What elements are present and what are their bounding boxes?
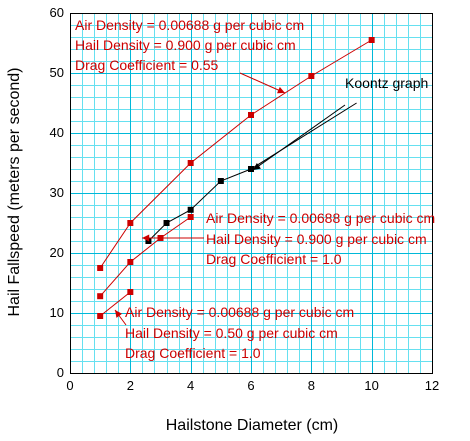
- series-a-point: [187, 160, 194, 166]
- x-tick-label: 4: [187, 378, 194, 393]
- plot-frame: [70, 13, 433, 374]
- y-tick-label: 20: [50, 245, 64, 260]
- x-tick-label: 8: [308, 378, 315, 393]
- series-koontz-point: [163, 220, 170, 226]
- arrow-koontz-head: [253, 163, 261, 170]
- series-a-point: [127, 220, 134, 226]
- series-a-line: [99, 39, 372, 269]
- x-tick-label: 2: [127, 378, 134, 393]
- annotation-arrows: [114, 72, 346, 326]
- series-koontz-point: [248, 166, 254, 172]
- annotation-c-line-3: Drag Coefficient = 1.0: [125, 345, 261, 361]
- x-tick-label: 0: [66, 378, 73, 393]
- y-tick-label: 40: [50, 125, 64, 140]
- arrow-koontz-line: [252, 104, 346, 171]
- x-tick-label: 12: [425, 378, 439, 393]
- annotation-c-line-1: Air Density = 0.00688 g per cubic cm: [125, 304, 354, 320]
- series-a-point: [248, 112, 254, 118]
- series-c-point: [97, 313, 104, 319]
- y-tick-label: 30: [50, 185, 64, 200]
- y-tick-label: 10: [50, 305, 64, 320]
- x-tick-label: 10: [364, 378, 378, 393]
- annotation-a-line-2: Hail Density = 0.900 g per cubic cm: [75, 37, 296, 53]
- arrow-c-head: [115, 310, 123, 318]
- series-a-point: [368, 37, 375, 43]
- series-b-line: [99, 216, 191, 297]
- y-tick-label: 0: [57, 365, 64, 380]
- series-koontz-point: [217, 178, 224, 184]
- x-tick-label: 6: [247, 378, 254, 393]
- series-c-line: [99, 291, 131, 317]
- arrow-a-head: [277, 86, 285, 94]
- arrow-a-line: [239, 72, 286, 94]
- series-b-point: [127, 259, 134, 265]
- series-a-point: [308, 73, 315, 79]
- koontz-label: Koontz graph: [345, 75, 428, 91]
- series-layer: [97, 37, 375, 319]
- y-tick-labels: 0 10 20 30 40 50 60: [50, 5, 64, 380]
- annotation-a-line-1: Air Density = 0.00688 g per cubic cm: [75, 17, 304, 33]
- series-c-point: [127, 289, 134, 295]
- series-koontz-line: [148, 102, 357, 242]
- x-axis-label: Hailstone Diameter (cm): [166, 417, 338, 434]
- annotation-b-line-2: Hail Density = 0.900 g per cubic cm: [206, 231, 427, 247]
- series-a-point: [97, 265, 104, 271]
- annotation-c-line-2: Hail Density = 0.50 g per cubic cm: [125, 325, 338, 341]
- x-tick-labels: 0 2 4 6 8 10 12: [66, 378, 439, 393]
- arrow-b-head: [142, 234, 150, 242]
- annotation-b-line-3: Drag Coefficient = 1.0: [206, 251, 342, 267]
- series-koontz-point: [187, 206, 194, 213]
- series-b-point: [187, 214, 194, 220]
- y-axis-label: Hail Fallspeed (meters per second): [6, 68, 23, 317]
- y-tick-label: 50: [50, 65, 64, 80]
- annotation-a-line-3: Drag Coefficient = 0.55: [75, 57, 219, 73]
- y-tick-label: 60: [50, 5, 64, 20]
- series-b-point: [97, 293, 104, 300]
- annotation-b-line-1: Air Density = 0.00688 g per cubic cm: [206, 210, 435, 226]
